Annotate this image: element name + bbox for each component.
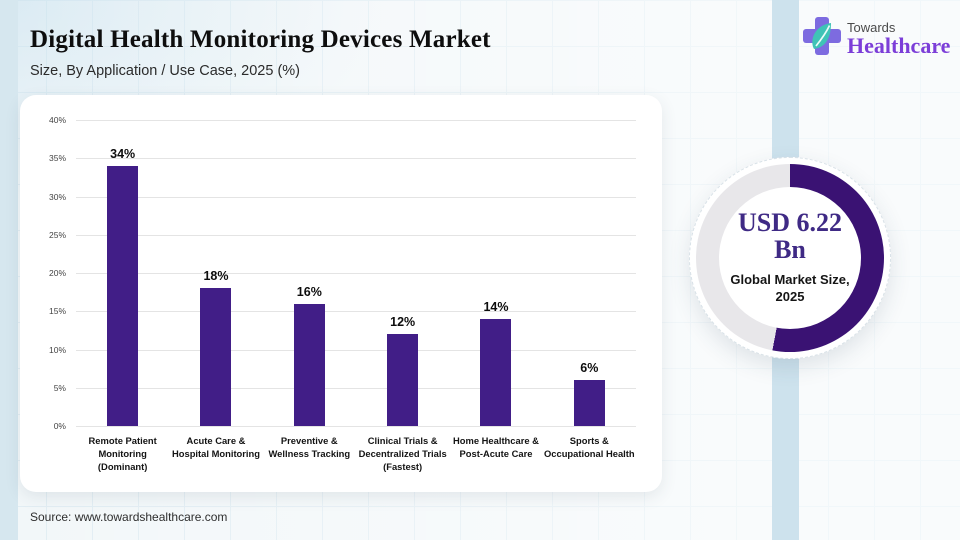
y-tick-label-20: 20%	[48, 268, 66, 278]
bar-3	[293, 303, 325, 426]
bar-column-1: 34%	[76, 120, 169, 426]
x-axis-labels: Remote Patient Monitoring (Dominant) Acut…	[76, 434, 636, 473]
gridline-10	[76, 349, 636, 351]
bar-value-label-6: 6%	[580, 361, 599, 376]
bar-value-label-5: 14%	[483, 299, 509, 314]
logo-text-healthcare: Healthcare	[847, 32, 951, 58]
bar-plot-area: 34% 18% 16% 12% 14% 6%	[76, 120, 636, 427]
donut-center: USD 6.22 Bn Global Market Size, 2025	[719, 187, 861, 329]
x-axis-label-6: Sports & Occupational Health	[543, 435, 635, 459]
y-tick-label-15: 15%	[48, 306, 66, 317]
source-note: Source: www.towardshealthcare.com	[30, 510, 228, 524]
bar-columns: 34% 18% 16% 12% 14% 6%	[76, 120, 636, 426]
towards-healthcare-logo: Towards Healthcare	[800, 14, 950, 63]
bar-column-4: 12%	[356, 120, 449, 426]
bar-value-label-3: 16%	[296, 284, 322, 299]
logo-text: Towards Healthcare	[847, 21, 950, 57]
bar-5	[480, 318, 512, 426]
market-size-donut: USD 6.22 Bn Global Market Size, 2025	[689, 157, 891, 359]
y-tick-label-40: 40%	[48, 115, 66, 125]
market-size-caption: Global Market Size, 2025	[730, 272, 850, 305]
bar-column-2: 18%	[169, 120, 262, 426]
bar-value-label-2: 18%	[203, 269, 229, 284]
page-subtitle: Size, By Application / Use Case, 2025 (%…	[30, 63, 300, 79]
market-size-value-line1: USD 6.22	[737, 208, 842, 238]
y-tick-label-0: 0%	[53, 421, 66, 431]
bar-chart-card: 0% 5% 10% 15% 20% 25% 30% 35% 40% 34% 18% 16% 12% 14…	[20, 95, 662, 492]
bar-1	[107, 165, 139, 426]
bar-value-label-4: 12%	[390, 315, 416, 330]
donut-ring: USD 6.22 Bn Global Market Size, 2025	[696, 164, 884, 352]
x-axis-label-3: Preventive & Wellness Tracking	[268, 435, 351, 459]
gridline-20	[76, 273, 636, 274]
bar-value-label-1: 34%	[110, 146, 136, 161]
bar-column-3: 16%	[263, 120, 356, 426]
x-axis-label-5: Home Healthcare & Post-Acute Care	[452, 435, 539, 459]
bar-column-6: 6%	[543, 120, 636, 426]
bar-6	[573, 380, 605, 426]
gridline-30	[76, 196, 636, 198]
x-axis-label-1: Remote Patient Monitoring (Dominant)	[88, 435, 157, 472]
y-tick-label-35: 35%	[48, 153, 66, 164]
y-tick-label-30: 30%	[48, 191, 66, 202]
y-tick-label-25: 25%	[48, 229, 66, 240]
gridline-35	[76, 158, 636, 160]
bar-4	[387, 334, 419, 426]
y-tick-label-10: 10%	[48, 344, 66, 355]
y-axis-labels: 0% 5% 10% 15% 20% 25% 30% 35% 40%	[20, 115, 68, 431]
bar-2	[200, 288, 232, 426]
y-tick-label-5: 5%	[53, 382, 66, 393]
gridline-15	[76, 311, 636, 313]
market-size-value-line2: Bn	[774, 234, 806, 264]
bar-column-5: 14%	[449, 120, 542, 426]
gridline-40	[76, 120, 636, 121]
page-title: Digital Health Monitoring Devices Market	[30, 26, 491, 53]
gridline-0	[76, 426, 636, 427]
logo-cross-leaf-icon	[800, 14, 844, 63]
left-accent-strip	[0, 0, 18, 540]
x-axis-label-4: Clinical Trials & Decentralized Trials (…	[358, 435, 447, 472]
gridline-5	[76, 387, 636, 389]
x-axis-label-2: Acute Care & Hospital Monitoring	[171, 435, 260, 459]
logo-text-towards: Towards	[847, 19, 896, 35]
gridline-25	[76, 234, 636, 236]
